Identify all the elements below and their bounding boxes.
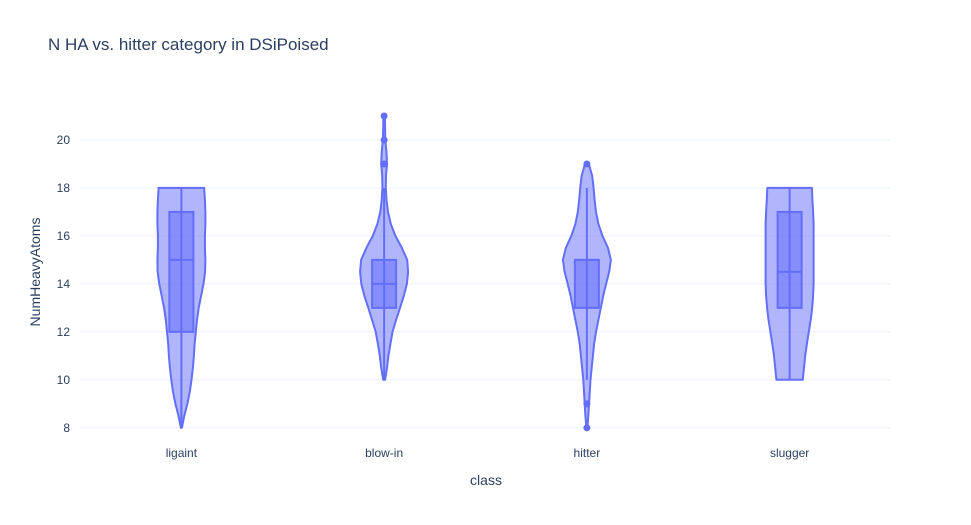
outlier-point [380, 136, 388, 144]
outlier-point [583, 400, 591, 408]
y-tick-label: 12 [57, 325, 71, 339]
chart-title: N HA vs. hitter category in DSiPoised [48, 35, 329, 54]
y-tick-label: 14 [57, 277, 71, 291]
y-tick-label: 20 [57, 133, 71, 147]
y-tick-label: 10 [57, 373, 71, 387]
iqr-box [168, 210, 195, 333]
violin-hitter [561, 160, 612, 432]
x-tick-label: ligaint [166, 446, 198, 460]
x-tick-label: hitter [574, 446, 601, 460]
outlier-point [583, 160, 591, 168]
y-axis-ticks: 8 10 12 14 16 18 20 [57, 133, 71, 435]
violins [156, 112, 815, 432]
violin-blow-in [359, 112, 410, 381]
y-tick-label: 18 [57, 181, 71, 195]
x-tick-label: slugger [770, 446, 809, 460]
x-axis-ticks: ligaint blow-in hitter slugger [166, 446, 810, 460]
y-axis-title: NumHeavyAtoms [27, 218, 43, 327]
y-tick-label: 8 [63, 421, 70, 435]
iqr-box [573, 258, 600, 309]
iqr-box [776, 210, 803, 309]
gridlines [80, 139, 891, 429]
x-axis-title: class [470, 472, 502, 488]
y-tick-label: 16 [57, 229, 71, 243]
violin-ligaint [156, 186, 207, 429]
violin-slugger [764, 186, 815, 381]
outlier-point [380, 112, 388, 120]
outlier-point [583, 424, 591, 432]
outlier-point [380, 160, 388, 168]
x-tick-label: blow-in [365, 446, 403, 460]
